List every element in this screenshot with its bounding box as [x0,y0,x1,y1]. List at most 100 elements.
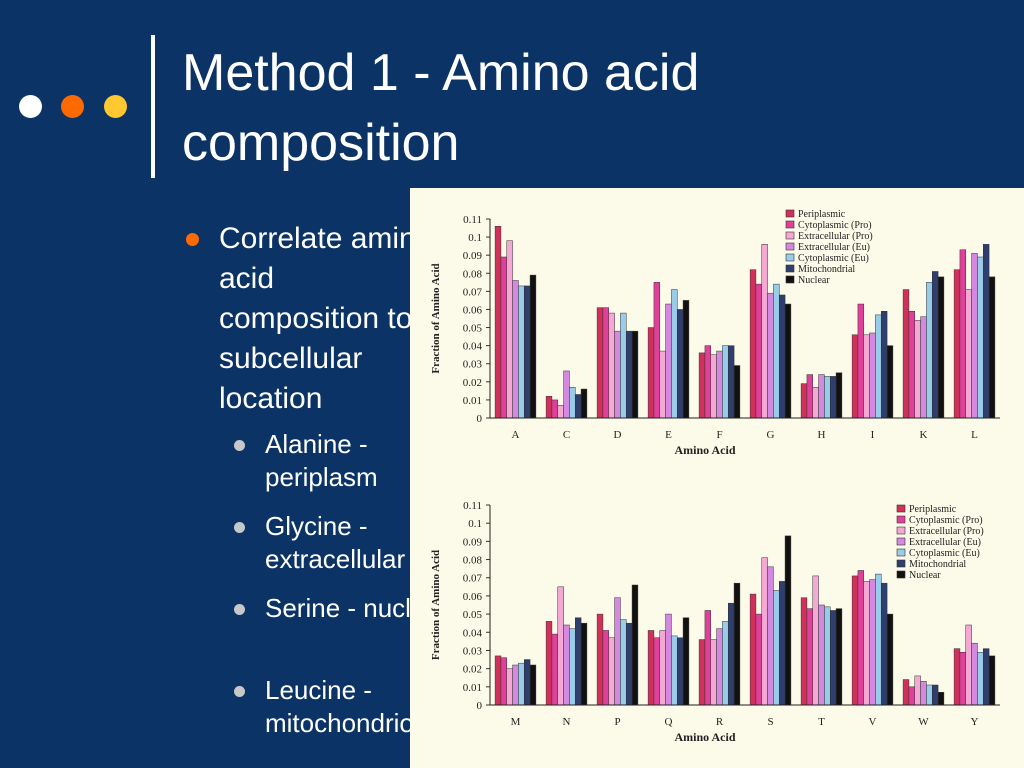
bar [608,637,615,706]
bar [710,639,717,706]
bar [835,608,843,706]
bar [602,307,610,419]
bar [875,314,882,419]
bar [557,405,564,419]
x-tick-label: H [818,429,826,441]
bar [926,684,933,706]
bar [523,285,531,419]
bar [506,668,513,706]
x-tick-label: F [716,429,722,441]
bar [494,655,502,706]
bar [608,312,615,419]
bar [971,253,978,419]
legend-label: Nuclear [798,275,830,286]
subbullet-text: Leucine - mitochondrion [265,675,429,738]
bar [580,622,588,706]
bar [965,624,972,706]
bar [902,289,910,419]
bar [551,633,559,706]
bar [914,675,921,706]
bar [716,350,723,419]
bar [875,573,882,706]
bar [773,590,780,706]
bar [704,345,712,419]
bar [500,256,508,419]
x-axis-title: Amino Acid [674,443,735,457]
bar [800,383,808,419]
bar [886,613,894,706]
legend-swatch [896,526,906,535]
legend-label: Nuclear [909,570,941,581]
x-tick-label: Y [971,716,979,728]
bar [614,330,621,419]
bar [784,535,792,706]
deco-dot [104,95,127,118]
bar [506,240,513,419]
bar [914,320,921,419]
bar [880,582,888,706]
bar [988,655,996,706]
subbullet-dot [234,440,245,451]
bar [773,283,780,419]
bar [784,303,792,419]
bar [569,628,576,706]
bar [665,613,672,706]
legend-swatch [785,275,795,284]
legend-swatch [785,220,795,229]
y-tick-label: 0 [477,700,483,712]
legend-label: Cytoplasmic (Pro) [798,220,872,231]
legend-label: Extracellular (Pro) [909,526,984,537]
y-tick-label: 0.01 [463,395,482,407]
y-tick-label: 0.06 [463,304,483,316]
bar [625,622,633,706]
bar [653,282,661,419]
x-tick-label: V [869,716,877,728]
bar [545,396,553,419]
subbullet-text: Glycine - extracellular [265,511,406,574]
y-axis-title: Fraction of Amino Acid [430,263,442,373]
bar [671,635,678,706]
bar [829,610,837,706]
bar [886,345,894,419]
bar [965,289,972,419]
x-axis-title: Amino Acid [674,730,735,744]
bar [518,285,525,419]
bar [647,630,655,706]
bar [755,283,763,419]
bar [857,570,865,706]
x-tick-label: D [614,429,622,441]
x-tick-label: Q [665,716,673,728]
bar [937,276,945,419]
bar [869,579,876,706]
y-tick-label: 0.04 [463,627,483,639]
x-tick-label: R [716,716,724,728]
bar [931,271,939,419]
y-tick-label: 0.1 [468,518,482,530]
bar [824,606,831,706]
bar [755,613,763,706]
y-tick-label: 0.11 [463,500,482,512]
bar [931,684,939,706]
bar [659,350,666,419]
bar [749,269,757,419]
x-tick-label: M [511,716,521,728]
bar [614,597,621,706]
y-tick-label: 0.04 [463,341,483,353]
subbullet-dot [234,604,245,615]
bar [812,575,819,706]
y-tick-label: 0.08 [463,268,483,280]
bar [659,630,666,706]
bar [620,619,627,706]
legend-label: Mitochondrial [909,559,966,570]
legend-label: Periplasmic [909,504,957,515]
bar [710,354,717,419]
bullet-text: Correlate amino acid composition to subc… [219,222,433,415]
bar [512,664,519,706]
bar [596,307,604,419]
x-tick-label: E [665,429,672,441]
legend-label: Mitochondrial [798,264,855,275]
bar [818,374,825,419]
bar [733,365,741,419]
y-tick-label: 0.08 [463,555,483,567]
bar [500,657,508,706]
